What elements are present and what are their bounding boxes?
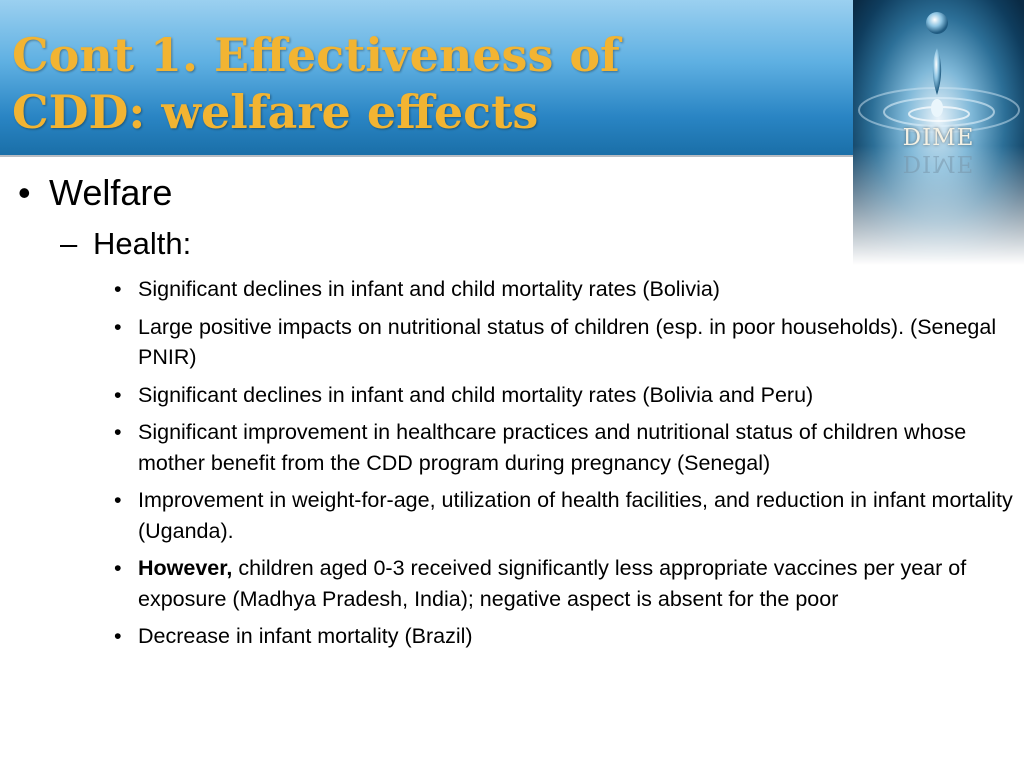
- dime-logo: DIME DIME: [853, 0, 1024, 265]
- dash-icon: –: [60, 226, 78, 261]
- list-item: However, children aged 0-3 received sign…: [114, 553, 1014, 614]
- item-text: Improvement in weight-for-age, utilizati…: [138, 488, 1013, 543]
- slide-title: Cont 1. Effectiveness of CDD: welfare ef…: [12, 27, 620, 141]
- bullet-level-1: • Welfare: [18, 171, 172, 215]
- list-item: Decrease in infant mortality (Brazil): [114, 621, 1014, 652]
- list-item: Significant declines in infant and child…: [114, 380, 1014, 411]
- item-text: Significant improvement in healthcare pr…: [138, 420, 967, 475]
- list-item: Improvement in weight-for-age, utilizati…: [114, 485, 1014, 546]
- bullet-level-2: – Health:: [60, 225, 191, 263]
- item-text: children aged 0-3 received significantly…: [138, 556, 967, 611]
- logo-text: DIME: [902, 125, 975, 151]
- bullet-list-level-3: Significant declines in infant and child…: [114, 274, 1014, 659]
- item-text: Significant declines in infant and child…: [138, 277, 720, 301]
- slide-title-line-2: CDD: welfare effects: [12, 85, 539, 139]
- list-item: Significant improvement in healthcare pr…: [114, 417, 1014, 478]
- list-item: Large positive impacts on nutritional st…: [114, 312, 1014, 373]
- water-drop-logo-image: [853, 0, 1024, 265]
- logo-text-reflection: DIME: [902, 150, 975, 176]
- title-banner: Cont 1. Effectiveness of CDD: welfare ef…: [0, 0, 853, 157]
- item-text: Decrease in infant mortality (Brazil): [138, 624, 473, 648]
- item-text: Significant declines in infant and child…: [138, 382, 814, 407]
- list-item: Significant declines in infant and child…: [114, 274, 1014, 305]
- slide-title-line-1: Cont 1. Effectiveness of: [12, 28, 620, 82]
- item-text: Large positive impacts on nutritional st…: [138, 314, 997, 370]
- item-bold-text: However,: [138, 556, 233, 580]
- bullet-icon: •: [18, 172, 31, 213]
- bullet-level-2-text: Health:: [93, 226, 192, 261]
- bullet-level-1-text: Welfare: [49, 172, 173, 213]
